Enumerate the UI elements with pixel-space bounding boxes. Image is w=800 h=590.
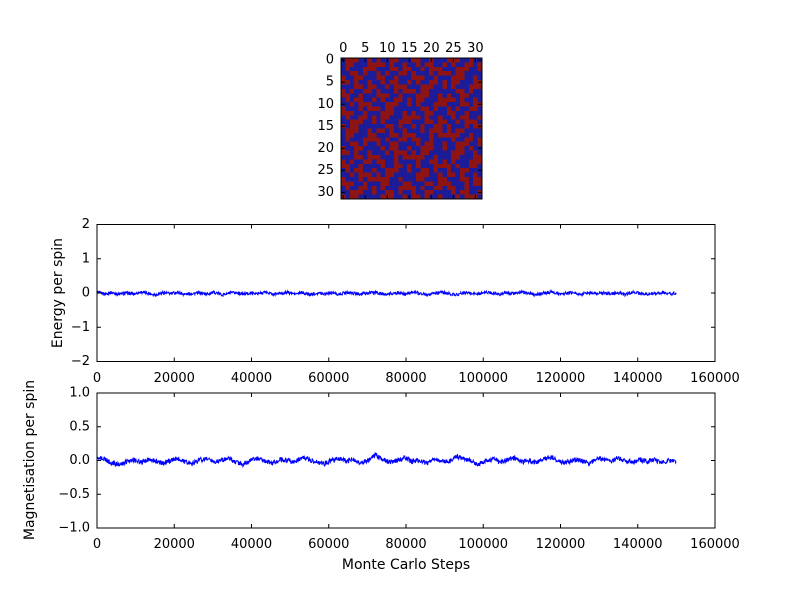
energy-axes: 0 20000 40000 60000 80000 100000 120000 140000 1… [71, 217, 740, 386]
magnetisation-xtick-label: 60000 [308, 537, 349, 552]
lattice-xtick-label: 15 [401, 41, 418, 56]
magnetisation-xtick-label: 120000 [536, 537, 586, 552]
lattice-xtick-label: 20 [423, 41, 440, 56]
energy-series-line [96, 288, 677, 298]
magnetisation-xtick-label: 80000 [385, 537, 426, 552]
lattice-xtick-label: 30 [467, 41, 484, 56]
magnetisation-ytick-label: 0.0 [69, 453, 90, 468]
magnetisation-series-line [96, 452, 677, 469]
magnetisation-axes: 0 20000 40000 60000 80000 100000 120000 140000 1… [58, 386, 739, 553]
energy-ytick-label: 0 [82, 286, 90, 301]
magnetisation-xtick-label: 40000 [231, 537, 272, 552]
magnetisation-xtick-label: 0 [93, 537, 101, 552]
energy-xtick-label: 0 [93, 371, 101, 386]
energy-xtick-label: 120000 [536, 371, 586, 386]
lattice-ytick-label: 25 [317, 163, 334, 178]
lattice-ytick-label: 0 [326, 53, 334, 68]
lattice-ytick-label: 20 [317, 141, 334, 156]
lattice-ytick-label: 5 [326, 75, 334, 90]
energy-ytick-label: −2 [71, 354, 90, 369]
energy-xtick-label: 40000 [231, 371, 272, 386]
lattice-xtick-label: 5 [361, 41, 369, 56]
magnetisation-ytick-label: −1.0 [58, 521, 90, 536]
magnetisation-ytick-label: 1.0 [69, 386, 90, 401]
energy-xtick-label: 140000 [613, 371, 663, 386]
axes-frame [340, 57, 483, 200]
magnetisation-ytick-label: 0.5 [69, 419, 90, 434]
magnetisation-xtick-label: 100000 [458, 537, 508, 552]
energy-ytick-label: −1 [71, 320, 90, 335]
energy-xtick-label: 80000 [385, 371, 426, 386]
energy-xtick-label: 160000 [690, 371, 740, 386]
energy-ytick-label: 2 [82, 217, 90, 232]
energy-ytick-label: 1 [82, 251, 90, 266]
lattice-xtick-label: 10 [379, 41, 396, 56]
lattice-ytick-label: 30 [317, 185, 334, 200]
energy-xtick-label: 100000 [458, 371, 508, 386]
magnetisation-xtick-label: 160000 [690, 537, 740, 552]
lattice-xtick-label: 25 [445, 41, 462, 56]
energy-xtick-label: 20000 [154, 371, 195, 386]
magnetisation-ylabel: Magnetisation per spin [22, 379, 38, 541]
energy-xtick-label: 60000 [308, 371, 349, 386]
monte-carlo-steps-xlabel: Monte Carlo Steps [341, 557, 471, 573]
lattice-xtick-label: 0 [339, 41, 347, 56]
lattice-cells [341, 58, 483, 200]
lattice-ytick-label: 15 [317, 119, 334, 134]
magnetisation-xtick-label: 20000 [154, 537, 195, 552]
magnetisation-xtick-label: 140000 [613, 537, 663, 552]
lattice-ytick-label: 10 [317, 97, 334, 112]
energy-ylabel: Energy per spin [50, 237, 66, 349]
magnetisation-ytick-label: −0.5 [58, 487, 90, 502]
